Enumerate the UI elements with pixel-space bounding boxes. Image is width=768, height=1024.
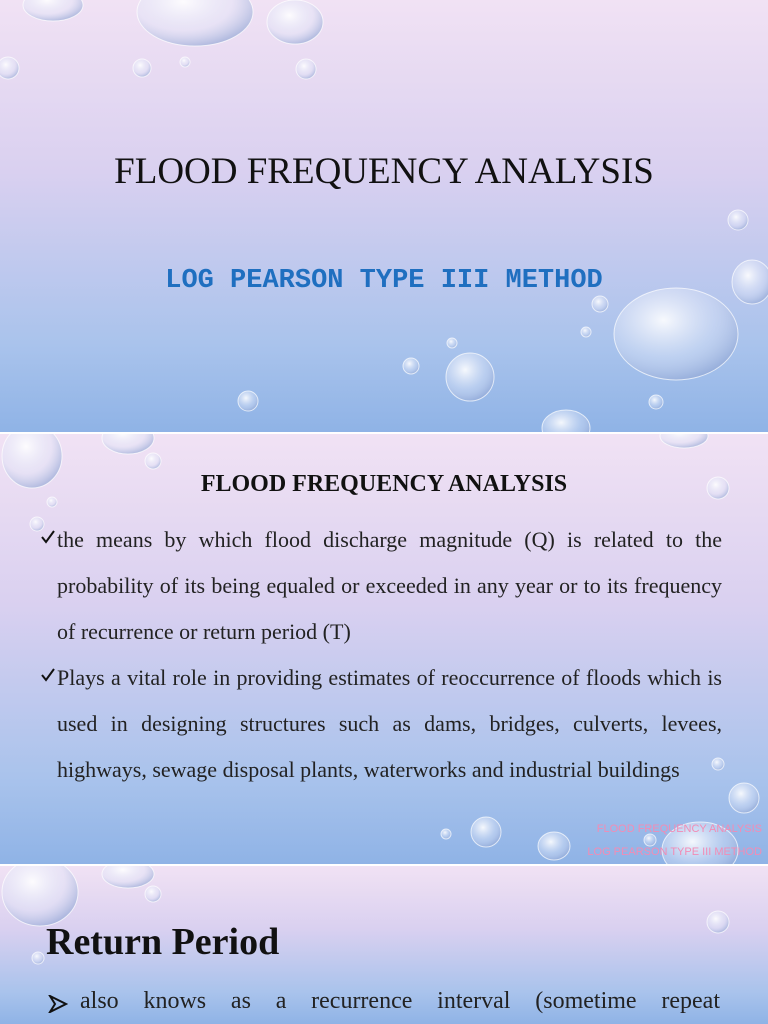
- bullet-text: the means by which flood discharge magni…: [57, 527, 722, 644]
- droplets: [0, 0, 768, 432]
- bullet: Plays a vital role in providing estimate…: [41, 655, 722, 793]
- bullet: the means by which flood discharge magni…: [41, 517, 722, 655]
- bullet-text: also knows as a recurrence interval (som…: [80, 988, 720, 1014]
- bullet-list: the means by which flood discharge magni…: [41, 517, 722, 793]
- check-icon: [41, 530, 55, 544]
- bullet-text: Plays a vital role in providing estimate…: [57, 665, 722, 782]
- arrow-bullet: [48, 995, 68, 1013]
- footer-text: FLOOD FREQUENCY ANALYSIS: [596, 823, 762, 835]
- check-icon: [41, 668, 55, 682]
- slide-subtitle: LOG PEARSON TYPE III METHOD: [165, 266, 603, 296]
- footer-text: LOG PEARSON TYPE III METHOD: [587, 846, 762, 858]
- slide-heading: FLOOD FREQUENCY ANALYSIS: [200, 471, 568, 497]
- droplets: [1, 434, 760, 864]
- slide-title: FLOOD FREQUENCY ANALYSIS: [114, 151, 654, 192]
- slide-3: [0, 866, 768, 1024]
- slide-heading: Return Period: [46, 921, 280, 963]
- slide-2: FLOOD FREQUENCY ANALYSIS LOG PEARSON TYP…: [0, 434, 768, 864]
- droplets: [1, 866, 730, 965]
- slide-1: FLOOD FREQUENCY ANALYSIS LOG PEARSON TYP…: [0, 0, 768, 432]
